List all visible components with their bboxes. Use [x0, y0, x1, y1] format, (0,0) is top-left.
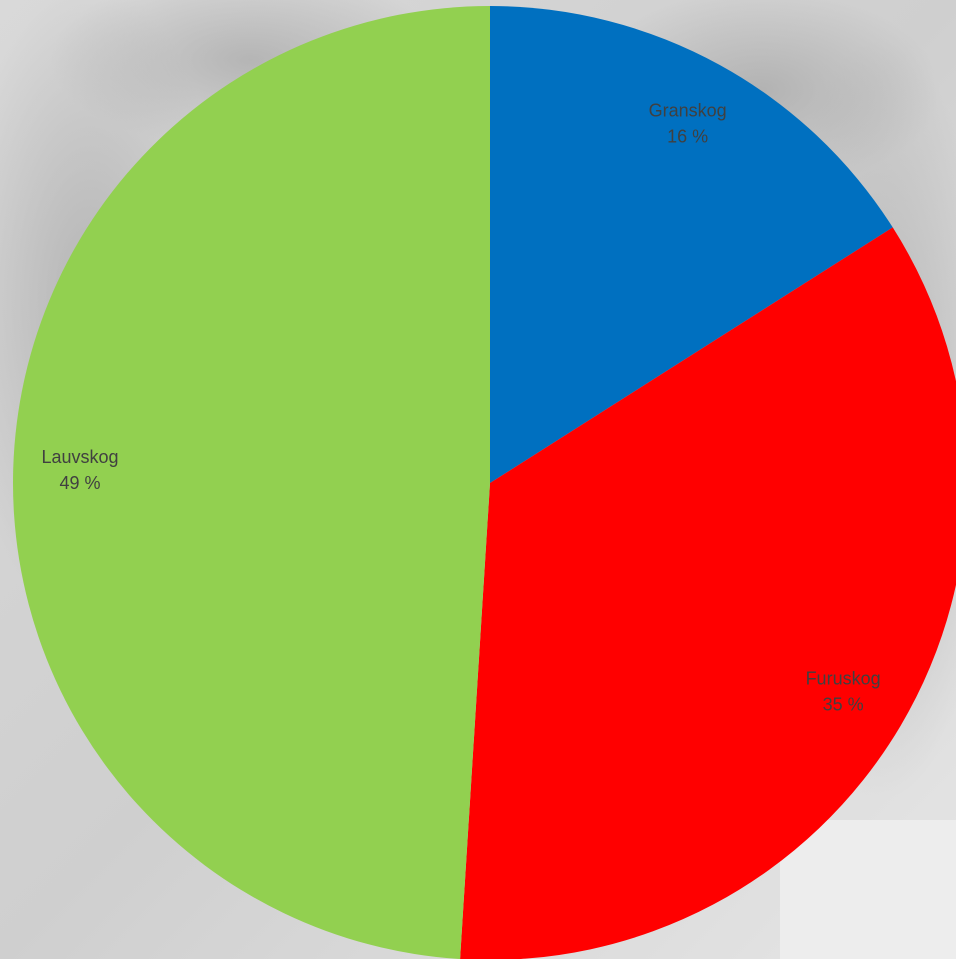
slice-value-label: 16 % — [667, 126, 708, 146]
slice-label: Granskog — [649, 100, 727, 120]
slice-label: Furuskog — [806, 669, 881, 689]
slice-value-label: 35 % — [823, 695, 864, 715]
pie-slice — [490, 6, 893, 483]
slice-value-label: 49 % — [59, 473, 100, 493]
pie: Granskog 16 % Furuskog 35 % Lauvskog 49 % — [13, 6, 956, 959]
pie-slice — [13, 6, 490, 959]
slice-label: Lauvskog — [41, 447, 118, 467]
pie-slice — [460, 227, 956, 959]
